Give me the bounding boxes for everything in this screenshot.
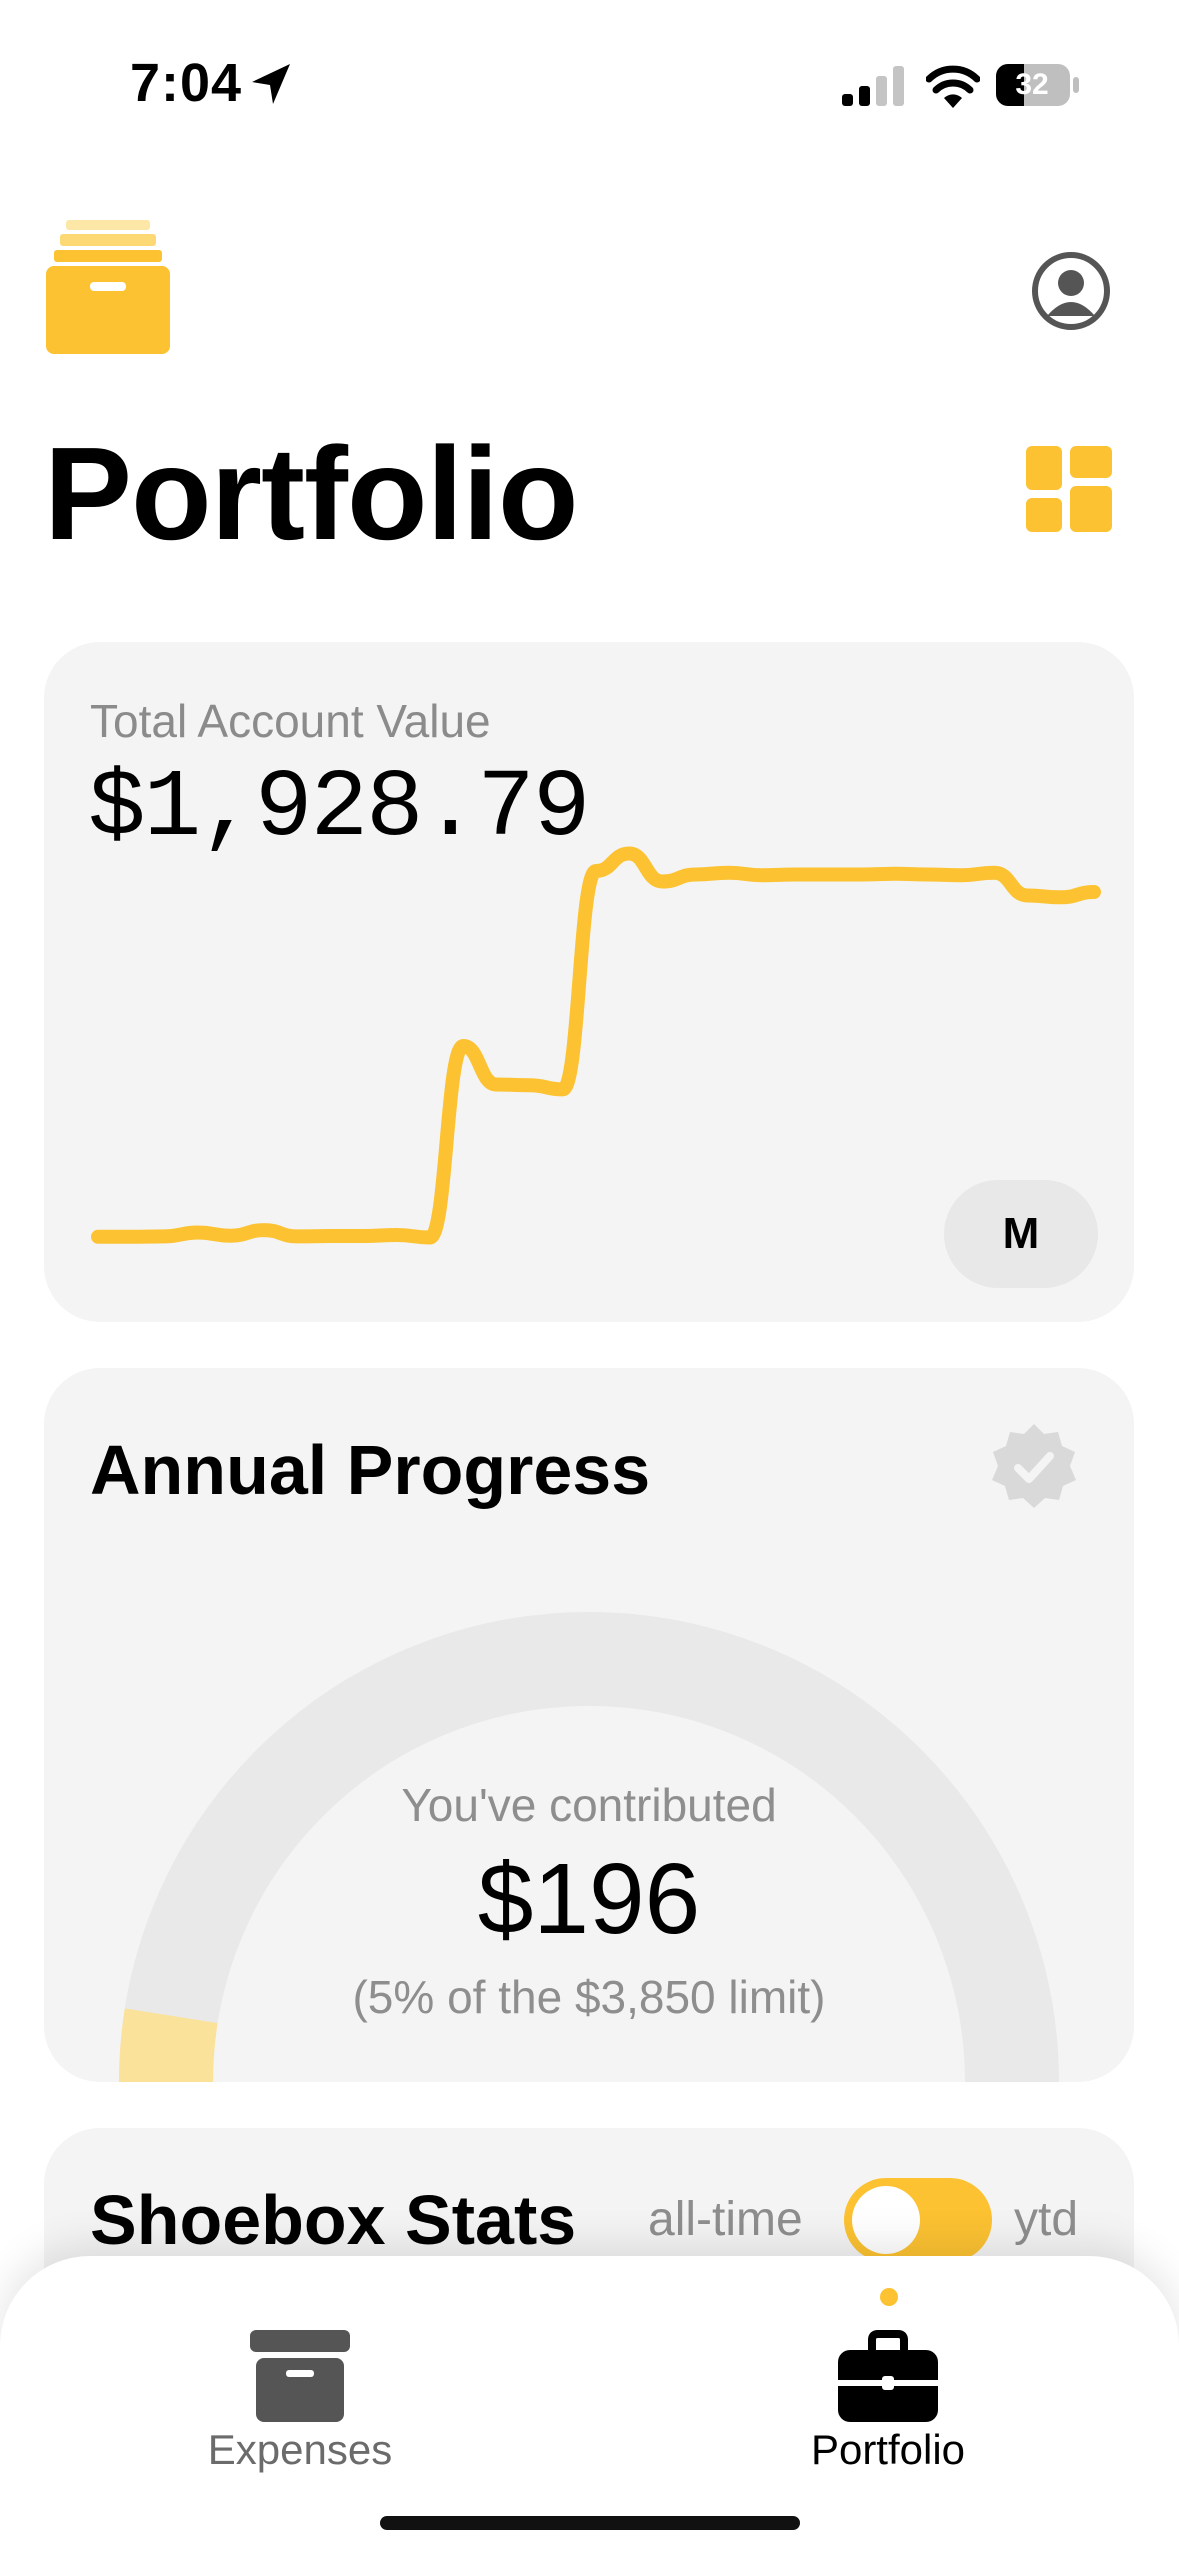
- tab-bar: Expenses Portfolio: [0, 2256, 1179, 2556]
- progress-gauge-fill: [118, 2008, 218, 2082]
- account-value-card[interactable]: Total Account Value $1,928.79 M: [44, 642, 1134, 1322]
- shoebox-stats-title: Shoebox Stats: [90, 2181, 577, 2259]
- battery-icon: 32: [996, 62, 1080, 108]
- toggle-knob: [852, 2186, 920, 2254]
- contributed-amount: $196: [477, 1843, 701, 1955]
- range-button[interactable]: M: [944, 1180, 1098, 1288]
- page-title: Portfolio: [44, 420, 579, 567]
- account-value-line: [91, 846, 1101, 1245]
- progress-gauge-track: [119, 1612, 1059, 2082]
- progress-gauge: [118, 1612, 1059, 2082]
- annual-progress-card[interactable]: Annual Progress You've contributed $196 …: [44, 1368, 1134, 2082]
- contribution-limit-text: (5% of the $3,850 limit): [352, 1971, 826, 2023]
- cellular-signal-icon: [842, 66, 904, 106]
- tab-expenses[interactable]: Expenses: [120, 2256, 480, 2556]
- verified-badge-icon: [992, 1424, 1076, 1508]
- annual-progress-title: Annual Progress: [90, 1431, 651, 1509]
- profile-icon[interactable]: [1030, 250, 1112, 332]
- location-arrow-icon: [252, 64, 290, 104]
- active-tab-indicator: [880, 2288, 898, 2306]
- toggle-label-all-time[interactable]: all-time: [648, 2193, 803, 2246]
- account-value-label: Total Account Value: [90, 695, 491, 747]
- battery-level: 32: [1015, 68, 1049, 101]
- status-time: 7:04: [130, 53, 243, 113]
- tab-label-portfolio: Portfolio: [810, 2426, 966, 2473]
- contributed-caption: You've contributed: [401, 1779, 777, 1831]
- toggle-label-ytd[interactable]: ytd: [1014, 2193, 1079, 2246]
- account-value-chart: [91, 846, 1101, 1245]
- briefcase-icon: [838, 2330, 938, 2422]
- account-value-amount: $1,928.79: [88, 754, 590, 863]
- tab-label-expenses: Expenses: [207, 2426, 393, 2473]
- wifi-icon: [926, 65, 980, 108]
- archive-box-icon: [250, 2330, 350, 2422]
- tab-portfolio[interactable]: Portfolio: [708, 2256, 1068, 2556]
- grid-view-icon[interactable]: [1026, 446, 1112, 532]
- period-toggle[interactable]: [844, 2178, 992, 2262]
- shoebox-logo-icon: [46, 220, 170, 354]
- home-indicator: [380, 2516, 800, 2530]
